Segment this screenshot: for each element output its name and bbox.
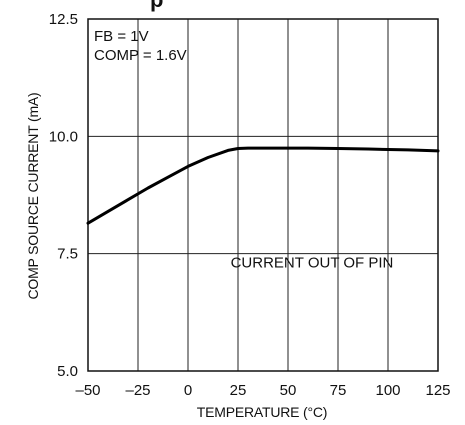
tick-labels: –50 –25 0 25 50 75 100 125 5.0 7.5 10.0 12.5 [49,11,451,399]
condition-comp: COMP = 1.6V [94,47,187,64]
x-tick-label: 25 [230,382,247,399]
x-tick-label: 75 [330,382,347,399]
series-line [86,146,440,225]
x-tick-label: 50 [280,382,297,399]
y-axis-label: COMP SOURCE CURRENT (mA) [25,92,41,299]
plot-frame [87,18,439,372]
x-axis-label: TEMPERATURE (°C) [197,404,327,420]
x-tick-label: –25 [125,382,150,399]
annotation-current-out-of-pin: CURRENT OUT OF PIN [231,255,394,272]
x-tick-label: 0 [184,382,192,399]
x-tick-label: 125 [425,382,450,399]
y-tick-label: 5.0 [57,363,78,380]
y-tick-label: 7.5 [57,246,78,263]
plot-area [87,18,439,372]
x-tick-label: 100 [375,382,400,399]
y-tick-label: 10.0 [49,128,78,145]
series-group [86,146,440,225]
y-tick-label: 12.5 [49,11,78,28]
x-tick-label: –50 [75,382,100,399]
condition-fb: FB = 1V [94,28,149,45]
grid [88,19,438,371]
chart-title-fragment: p [150,0,163,12]
